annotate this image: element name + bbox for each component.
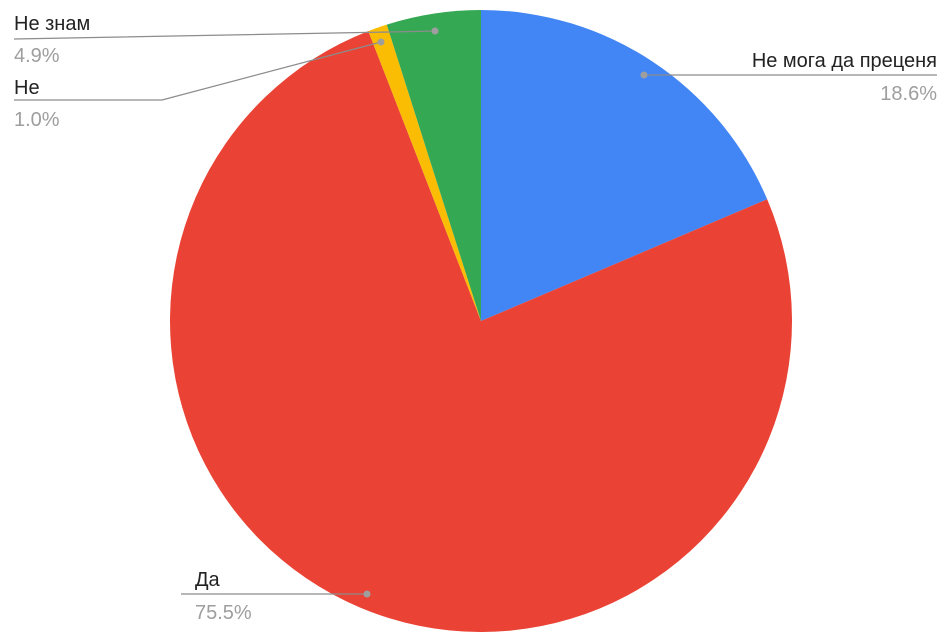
leader-dot-dont-know [431, 27, 439, 35]
slice-label-dont-know: Не знам [14, 13, 90, 35]
slice-percent-cannot-judge: 18.6% [880, 83, 937, 105]
pie-slice-yes [170, 31, 792, 632]
pie-slice-no [368, 24, 481, 322]
leader-dot-no [377, 38, 385, 46]
pie-slice-cannot-judge [481, 10, 768, 321]
leader-dot-cannot-judge [640, 71, 648, 79]
slice-label-no: Не [14, 77, 40, 99]
pie-slices [170, 9, 792, 632]
slice-labels: Не мога да преценя 18.6% Да 75.5% Не 1.0% Не з… [13, 13, 937, 624]
leader-dot-yes [363, 590, 371, 598]
slice-label-cannot-judge: Не мога да преценя [752, 50, 937, 72]
pie-slice-dont-know [386, 9, 481, 321]
leader-line-no [14, 41, 382, 101]
slice-label-yes: Да [195, 569, 221, 591]
slice-percent-dont-know: 4.9% [14, 45, 60, 67]
leader-line-dont-know [13, 30, 436, 40]
slice-percent-no: 1.0% [14, 109, 60, 131]
slice-percent-yes: 75.5% [195, 602, 252, 624]
